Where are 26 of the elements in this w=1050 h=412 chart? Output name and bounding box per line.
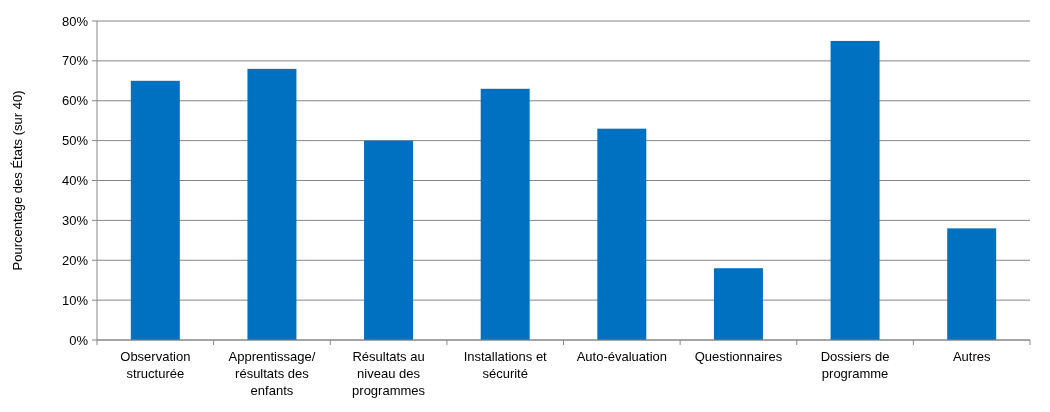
- y-axis-title: Pourcentage des États (sur 40): [10, 90, 25, 271]
- x-tick-label: Autres: [952, 349, 991, 364]
- bar: [597, 128, 647, 340]
- y-tick-label: 70%: [61, 53, 89, 69]
- bar: [247, 68, 297, 340]
- x-tick-label: Questionnaires: [694, 349, 783, 364]
- y-tick-label: 30%: [61, 212, 89, 228]
- y-tick-label: 80%: [61, 13, 89, 29]
- bar: [947, 228, 997, 340]
- bar: [713, 268, 763, 340]
- x-tick-label: Installations et sécurité: [463, 349, 548, 381]
- x-tick-label: Observation structurée: [120, 349, 191, 381]
- y-tick-label: 0%: [69, 332, 89, 348]
- bar: [364, 140, 414, 340]
- x-tick-label: Apprentissage/ résultats des enfants: [228, 349, 316, 398]
- y-tick-label: 60%: [61, 93, 89, 109]
- y-tick-label: 20%: [61, 252, 89, 268]
- x-tick-label: Auto-évaluation: [576, 349, 667, 364]
- y-tick-label: 50%: [61, 133, 89, 149]
- y-tick-label: 40%: [61, 173, 89, 189]
- x-tick-label: Dossiers de programme: [820, 349, 890, 381]
- bar: [480, 88, 530, 340]
- y-tick-label: 10%: [61, 292, 89, 308]
- x-tick-label: Résultats au niveau des programmes: [352, 349, 426, 398]
- bar: [130, 80, 180, 340]
- bar: [830, 40, 880, 340]
